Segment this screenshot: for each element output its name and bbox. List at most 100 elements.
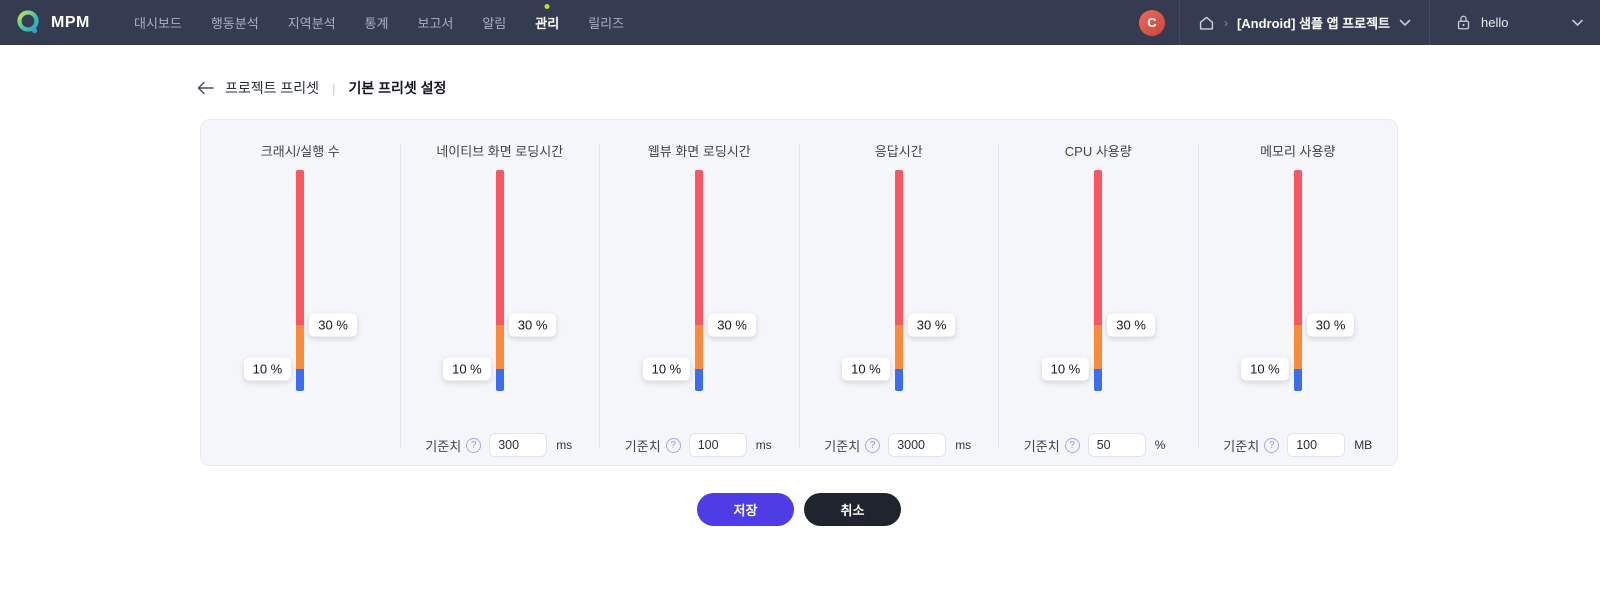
help-icon[interactable]: ? (665, 437, 681, 453)
lower-threshold-handle[interactable]: 10 % (1241, 357, 1289, 381)
threshold-slider[interactable] (1293, 170, 1302, 391)
title-separator: | (332, 80, 336, 96)
main-nav: 대시보드 행동분석 지역분석 통계 보고서 알림 관리 릴리즈 (134, 4, 624, 32)
metric-column-cpu-usage: CPU 사용량 30 % 10 % 기준치 ? % (999, 120, 1198, 465)
baseline-row: 기준치 ? ms (625, 432, 774, 458)
baseline-unit: % (1154, 438, 1166, 452)
threshold-gauge: 30 % 10 % (201, 170, 400, 391)
baseline-input[interactable] (1287, 433, 1346, 457)
brand[interactable]: MPM (16, 9, 112, 36)
nav-item-label: 릴리즈 (588, 16, 625, 31)
gauge-segment-mid (1094, 324, 1103, 369)
gauge-segment-low (495, 368, 504, 391)
active-dot (544, 4, 550, 9)
save-button[interactable]: 저장 (697, 493, 794, 526)
nav-item-report[interactable]: 보고서 (417, 13, 453, 32)
threshold-slider[interactable] (296, 170, 305, 391)
user-menu[interactable]: hello (1430, 0, 1600, 45)
baseline-unit: ms (755, 438, 772, 452)
avatar[interactable]: C (1138, 9, 1165, 36)
nav-item-label: 알림 (482, 16, 507, 31)
upper-threshold-handle[interactable]: 30 % (708, 313, 756, 337)
upper-threshold-handle[interactable]: 30 % (907, 313, 956, 337)
baseline-input[interactable] (888, 433, 947, 457)
help-icon[interactable]: ? (1264, 437, 1280, 453)
nav-item-alerts[interactable]: 알림 (482, 13, 506, 32)
gauge-segment-high (695, 170, 704, 325)
upper-threshold-handle[interactable]: 30 % (1306, 313, 1355, 337)
back-button[interactable] (197, 81, 214, 95)
page-header: 프로젝트 프리셋 | 기본 프리셋 설정 (197, 77, 1600, 99)
threshold-slider[interactable] (495, 170, 504, 391)
nav-item-release[interactable]: 릴리즈 (588, 13, 624, 32)
project-name: [Android] 샘플 앱 프로젝트 (1236, 16, 1390, 31)
gauge-segment-high (296, 170, 305, 325)
cancel-button[interactable]: 취소 (804, 493, 901, 526)
nav-item-behavior-analysis[interactable]: 행동분석 (211, 13, 259, 32)
brand-name: MPM (51, 13, 90, 31)
breadcrumb-separator: › (1223, 15, 1228, 30)
help-icon[interactable]: ? (466, 437, 482, 453)
threshold-gauge: 30 % 10 % (1199, 170, 1398, 391)
lower-threshold-handle[interactable]: 10 % (243, 357, 292, 381)
mpm-logo-icon (17, 10, 39, 34)
baseline-label: 기준치 (1023, 438, 1060, 454)
breadcrumb-parent[interactable]: 프로젝트 프리셋 (225, 80, 320, 96)
gauge-segment-mid (495, 324, 504, 369)
lower-threshold-handle[interactable]: 10 % (1041, 357, 1090, 381)
nav-item-dashboard[interactable]: 대시보드 (134, 13, 182, 32)
arrow-left-icon (197, 81, 214, 95)
gauge-segment-high (894, 170, 903, 325)
gauge-segment-high (1293, 170, 1302, 325)
threshold-slider[interactable] (894, 170, 903, 391)
column-divider (599, 144, 600, 448)
gauge-segment-low (1293, 368, 1302, 391)
user-name: hello (1481, 15, 1509, 30)
top-navbar: MPM 대시보드 행동분석 지역분석 통계 보고서 알림 관리 릴리즈 C › … (0, 0, 1600, 45)
metric-title: 크래시/실행 수 (260, 144, 340, 159)
gauge-segment-low (296, 368, 305, 391)
help-icon[interactable]: ? (865, 437, 881, 453)
baseline-input[interactable] (489, 433, 548, 457)
navbar-right: C › [Android] 샘플 앱 프로젝트 hello (1138, 0, 1600, 45)
nav-item-region-analysis[interactable]: 지역분석 (288, 13, 336, 32)
gauge-segment-low (695, 368, 704, 391)
upper-threshold-handle[interactable]: 30 % (508, 313, 557, 337)
lower-threshold-handle[interactable]: 10 % (842, 357, 890, 381)
user-chevron-down-icon[interactable] (1571, 19, 1584, 27)
baseline-row: 기준치 ? ms (425, 432, 574, 458)
upper-threshold-handle[interactable]: 30 % (1107, 313, 1155, 337)
nav-item-label: 지역분석 (287, 16, 336, 31)
project-selector[interactable]: › [Android] 샘플 앱 프로젝트 (1180, 0, 1429, 45)
nav-item-manage[interactable]: 관리 (535, 4, 560, 32)
project-chevron-down-icon[interactable] (1399, 19, 1411, 27)
help-icon[interactable]: ? (1064, 437, 1080, 453)
baseline-input[interactable] (1087, 433, 1146, 457)
metric-column-memory-usage: 메모리 사용량 30 % 10 % 기준치 ? MB (1199, 120, 1398, 465)
threshold-gauge: 30 % 10 % (999, 170, 1198, 391)
baseline-label: 기준치 (824, 438, 861, 454)
gauge-segment-high (495, 170, 504, 325)
baseline-row: 기준치 ? ms (824, 432, 973, 458)
column-divider (798, 144, 800, 448)
gauge-segment-mid (1293, 324, 1302, 369)
home-icon[interactable] (1198, 15, 1215, 31)
upper-threshold-handle[interactable]: 30 % (309, 313, 357, 337)
baseline-row: 기준치 ? MB (1223, 432, 1372, 458)
baseline-input[interactable] (688, 433, 747, 457)
nav-item-label: 대시보드 (134, 16, 182, 31)
nav-item-label: 관리 (535, 16, 560, 31)
gauge-segment-low (1094, 368, 1103, 391)
metric-title: 메모리 사용량 (1260, 144, 1336, 159)
threshold-slider[interactable] (695, 170, 704, 391)
gauge-segment-mid (296, 324, 305, 369)
column-divider (399, 144, 401, 448)
threshold-gauge: 30 % 10 % (800, 170, 999, 391)
metric-column-response-time: 응답시간 30 % 10 % 기준치 ? ms (800, 120, 999, 465)
baseline-label: 기준치 (425, 438, 462, 454)
nav-item-statistics[interactable]: 통계 (365, 13, 389, 32)
nav-item-label: 통계 (364, 16, 389, 31)
lower-threshold-handle[interactable]: 10 % (642, 357, 691, 381)
lower-threshold-handle[interactable]: 10 % (443, 357, 491, 381)
threshold-slider[interactable] (1094, 170, 1103, 391)
